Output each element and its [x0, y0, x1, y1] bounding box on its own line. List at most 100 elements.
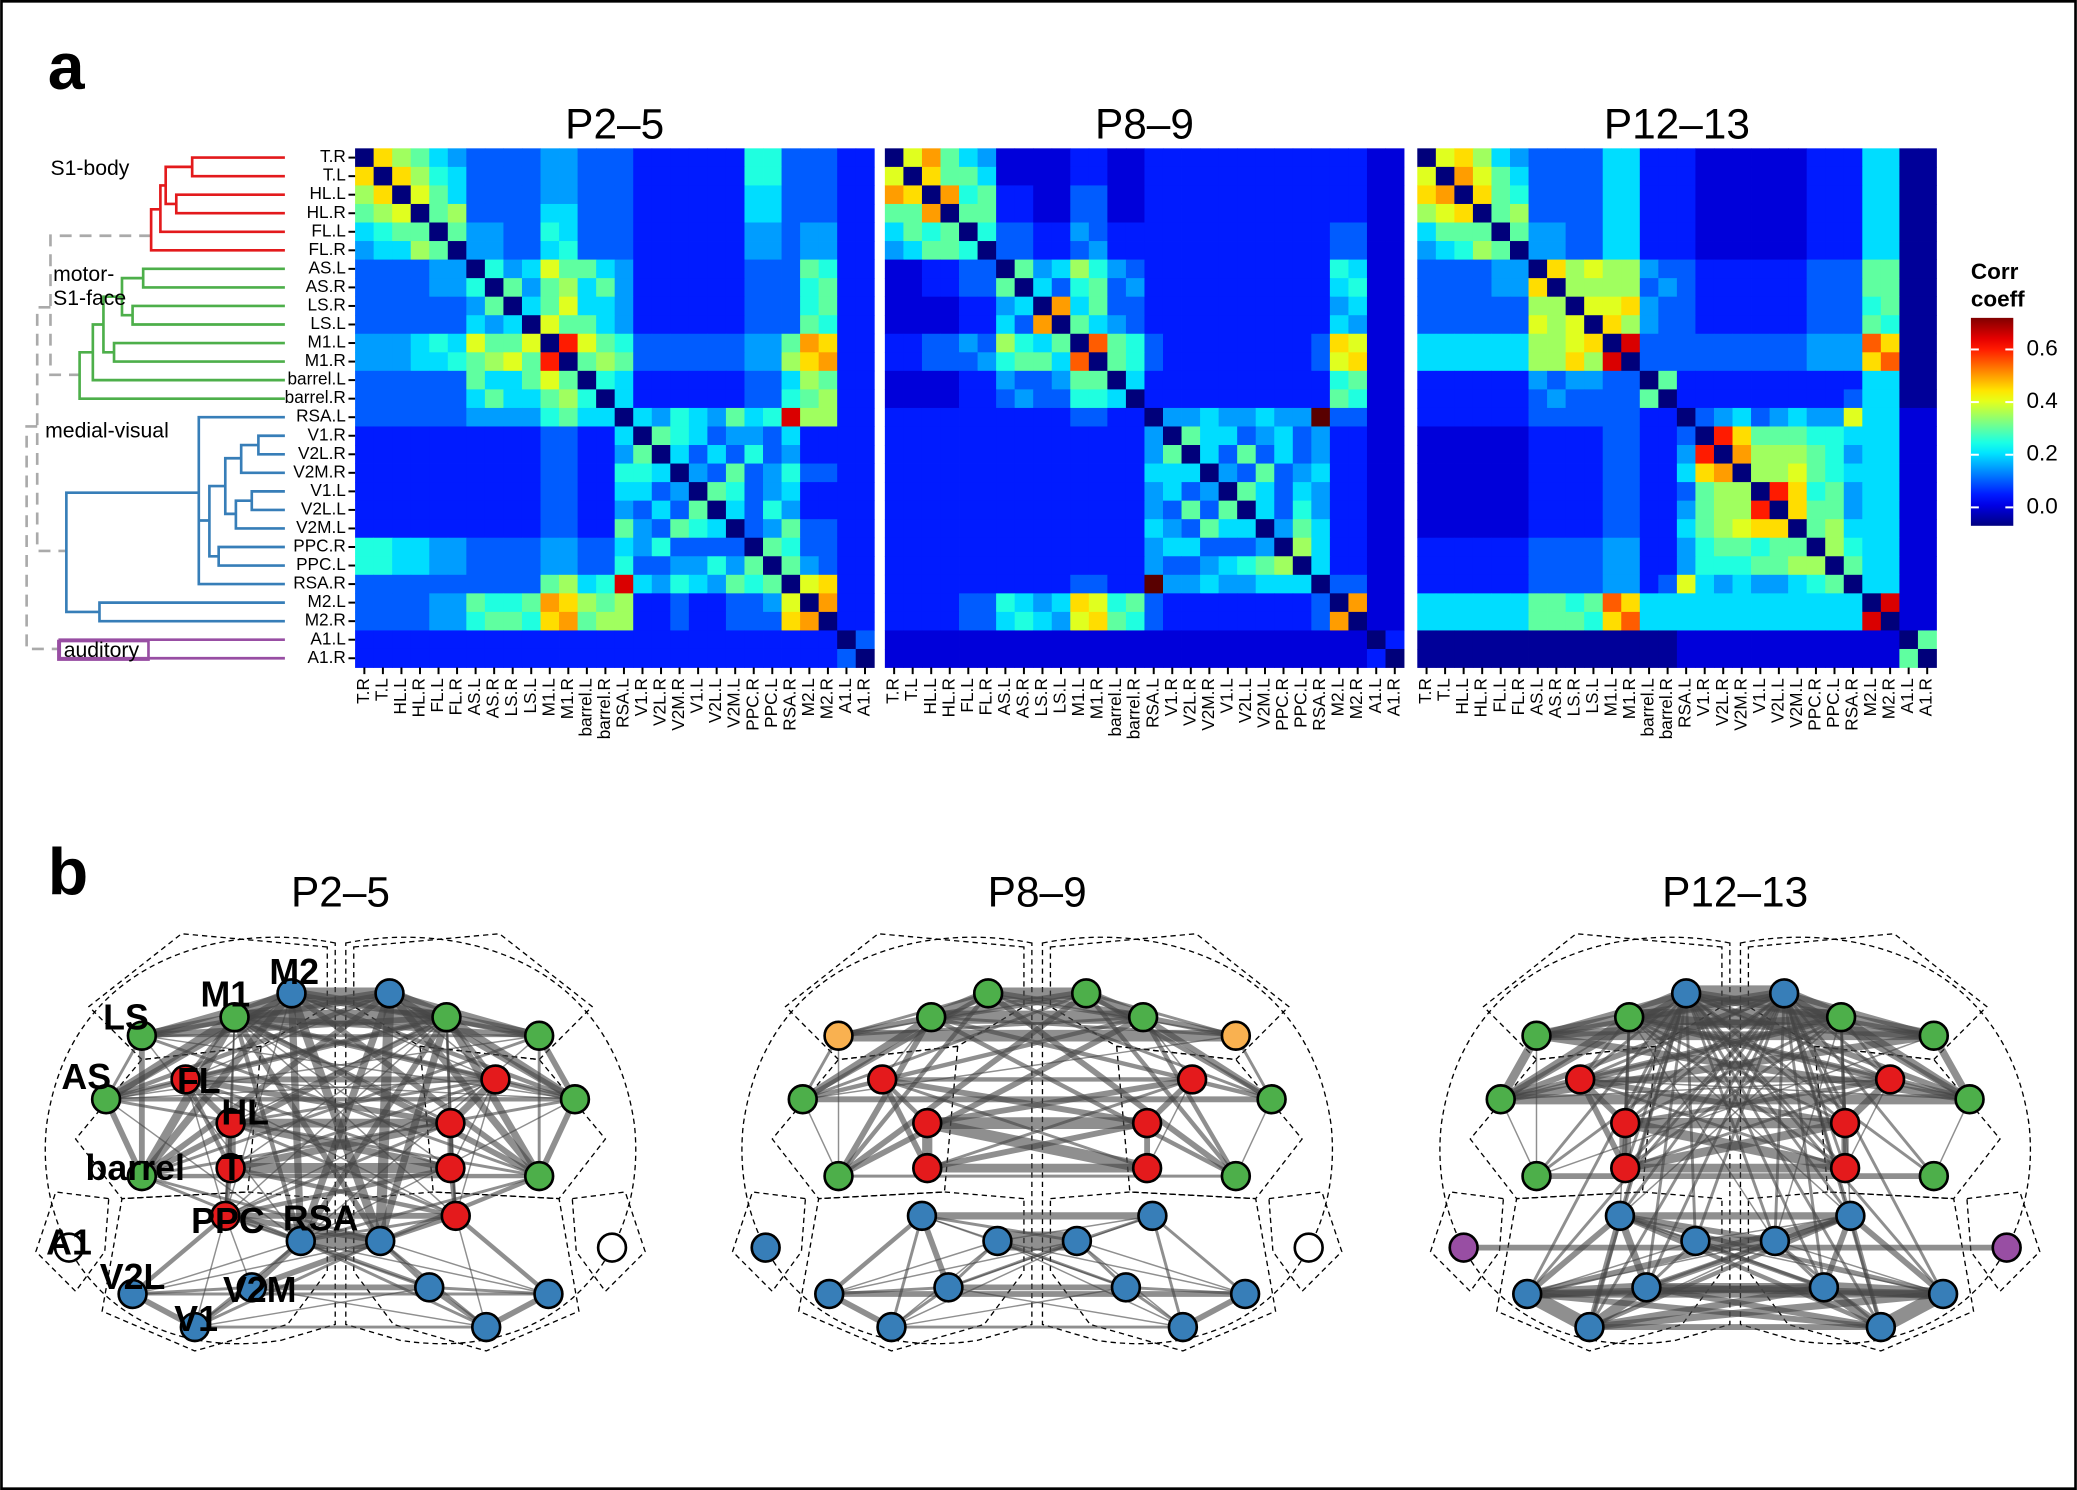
heatmap-cell [818, 352, 838, 372]
heatmap-cell [781, 593, 801, 613]
heatmap-cell [921, 593, 941, 613]
heatmap-cell [884, 296, 904, 316]
heatmap-cell [1917, 445, 1937, 464]
heatmap-cell [763, 166, 782, 186]
heatmap-cell [670, 537, 690, 557]
x-tick-label: RSA.R [779, 678, 799, 731]
heatmap-cell [1070, 519, 1090, 539]
heatmap-cell [1621, 445, 1641, 464]
heatmap-cell [1565, 148, 1585, 168]
diagonal-cell [1348, 611, 1368, 631]
heatmap-cell [800, 241, 820, 260]
heatmap-cell [1162, 463, 1182, 483]
heatmap-cell [1769, 370, 1789, 390]
heatmap-cell [1329, 482, 1349, 502]
heatmap-cell [651, 574, 671, 594]
heatmap-cell [540, 166, 560, 186]
heatmap-cell [1584, 333, 1604, 353]
node [374, 978, 405, 1009]
heatmap-cell [559, 296, 578, 316]
node-label: barrel [86, 1148, 185, 1188]
heatmap-cell [837, 389, 857, 409]
heatmap-cell [1125, 185, 1145, 205]
heatmap-cell [373, 482, 393, 502]
heatmap-cell [1200, 407, 1220, 427]
heatmap-cell [725, 315, 745, 335]
heatmap-cell [818, 241, 838, 260]
heatmap-cell [1695, 407, 1715, 427]
heatmap-cell [1695, 222, 1715, 242]
heatmap-cell [614, 148, 634, 168]
heatmap-cell [1237, 259, 1257, 279]
heatmap-cell [596, 482, 616, 502]
heatmap-cell [559, 185, 578, 205]
heatmap-cell [1051, 222, 1071, 242]
heatmap-cell [1695, 500, 1715, 520]
heatmap-cell [1917, 426, 1937, 446]
heatmap-cell [1366, 278, 1386, 298]
heatmap-cell [1033, 574, 1053, 594]
heatmap-cell [503, 241, 523, 260]
heatmap-cell [1088, 241, 1108, 260]
x-tick-label: HL.L [920, 678, 940, 714]
node [1256, 1084, 1287, 1115]
x-tick-label: M1.R [1619, 678, 1639, 719]
x-tick-label: T.R [883, 678, 903, 704]
heatmap-cell [1200, 648, 1220, 668]
heatmap-cell [903, 296, 923, 316]
heatmap-cell [1070, 593, 1090, 613]
heatmap-cell [1917, 482, 1937, 502]
heatmap-cell [1732, 222, 1752, 242]
x-tick-label: PPC.L [1291, 678, 1311, 728]
heatmap-cell [1070, 222, 1090, 242]
heatmap-cell [1181, 185, 1201, 205]
heatmap-cell [1454, 259, 1474, 279]
heatmap-cell [559, 556, 578, 576]
heatmap-cell [800, 556, 820, 576]
heatmap-cell [903, 556, 923, 576]
heatmap-cell [1584, 537, 1604, 557]
heatmap-cell [940, 537, 960, 557]
heatmap-cell [1162, 648, 1182, 668]
heatmap-cell [1862, 185, 1882, 205]
heatmap-cell [1014, 389, 1034, 409]
heatmap-cell [484, 648, 504, 668]
heatmap-cell [1435, 185, 1455, 205]
heatmap-cell [540, 630, 560, 650]
diagonal-cell [1033, 296, 1053, 316]
hemisphere-outline [345, 936, 637, 1345]
heatmap-cell [1806, 222, 1826, 242]
heatmap-cell [1788, 574, 1808, 594]
heatmap-cell [1676, 278, 1696, 298]
heatmap-cell [1311, 333, 1331, 353]
heatmap-cell [1162, 185, 1182, 205]
heatmap-cell [903, 407, 923, 427]
heatmap-cell [1274, 593, 1294, 613]
heatmap-cell [940, 222, 960, 242]
heatmap-cell [355, 537, 375, 557]
heatmap-cell [1732, 482, 1752, 502]
heatmap-cell [1417, 537, 1437, 557]
edge [287, 991, 385, 1243]
heatmap-cell [1565, 185, 1585, 205]
heatmap-cell [373, 389, 393, 409]
heatmap-cell [940, 389, 960, 409]
heatmap-cell [1144, 148, 1164, 168]
heatmap-cell [1676, 556, 1696, 576]
heatmap-cell [884, 185, 904, 205]
heatmap-cell [614, 370, 634, 390]
edge [140, 990, 392, 1179]
heatmap-cell [1125, 593, 1145, 613]
heatmap-cell [1162, 315, 1182, 335]
y-tick-label: M2.R [305, 610, 346, 630]
heatmap-cell [1491, 648, 1511, 668]
heatmap-cell [1602, 166, 1622, 186]
heatmap-cell [1385, 519, 1405, 539]
heatmap-cell [577, 203, 597, 223]
heatmap-cell [1584, 148, 1604, 168]
heatmap-cell [355, 519, 375, 539]
heatmap-cell [1181, 278, 1201, 298]
heatmap-cell [996, 648, 1016, 668]
heatmap-cell [1200, 203, 1220, 223]
heatmap-cell [670, 259, 690, 279]
